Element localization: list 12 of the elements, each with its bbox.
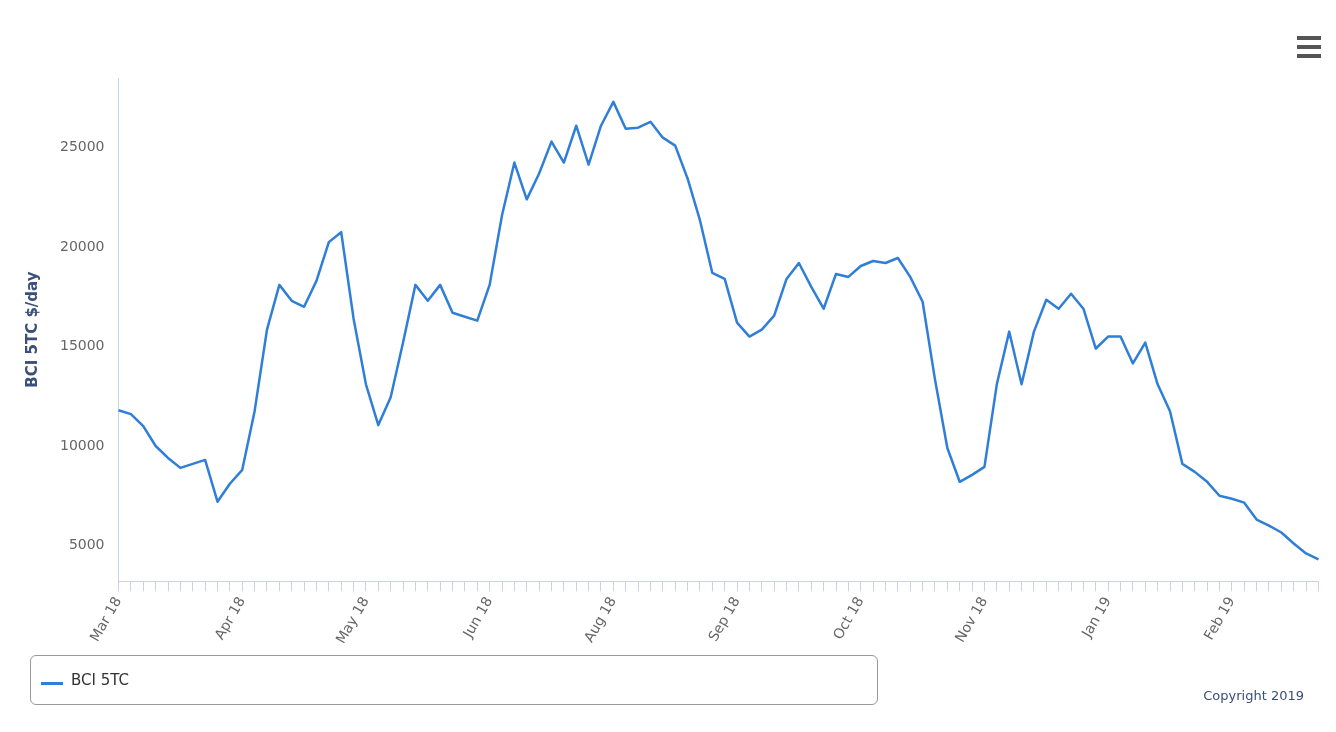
x-tick-label: Oct 18 bbox=[829, 593, 867, 642]
y-tick-label: 25000 bbox=[59, 138, 105, 155]
legend-label: BCI 5TC bbox=[70, 671, 129, 689]
y-tick-label: 15000 bbox=[59, 337, 105, 354]
text: Copyright 2019 bbox=[1203, 688, 1304, 703]
y-tick-label: 20000 bbox=[59, 237, 105, 254]
y-tick-label: 10000 bbox=[59, 436, 105, 453]
y-tick-label: 5000 bbox=[68, 536, 105, 553]
y-axis-title: BCI 5TC $/day bbox=[22, 271, 41, 388]
x-tick-label: Jun 18 bbox=[458, 593, 496, 641]
x-tick-label: Jan 19 bbox=[1077, 593, 1114, 641]
x-tick-label: Feb 19 bbox=[1200, 593, 1238, 643]
